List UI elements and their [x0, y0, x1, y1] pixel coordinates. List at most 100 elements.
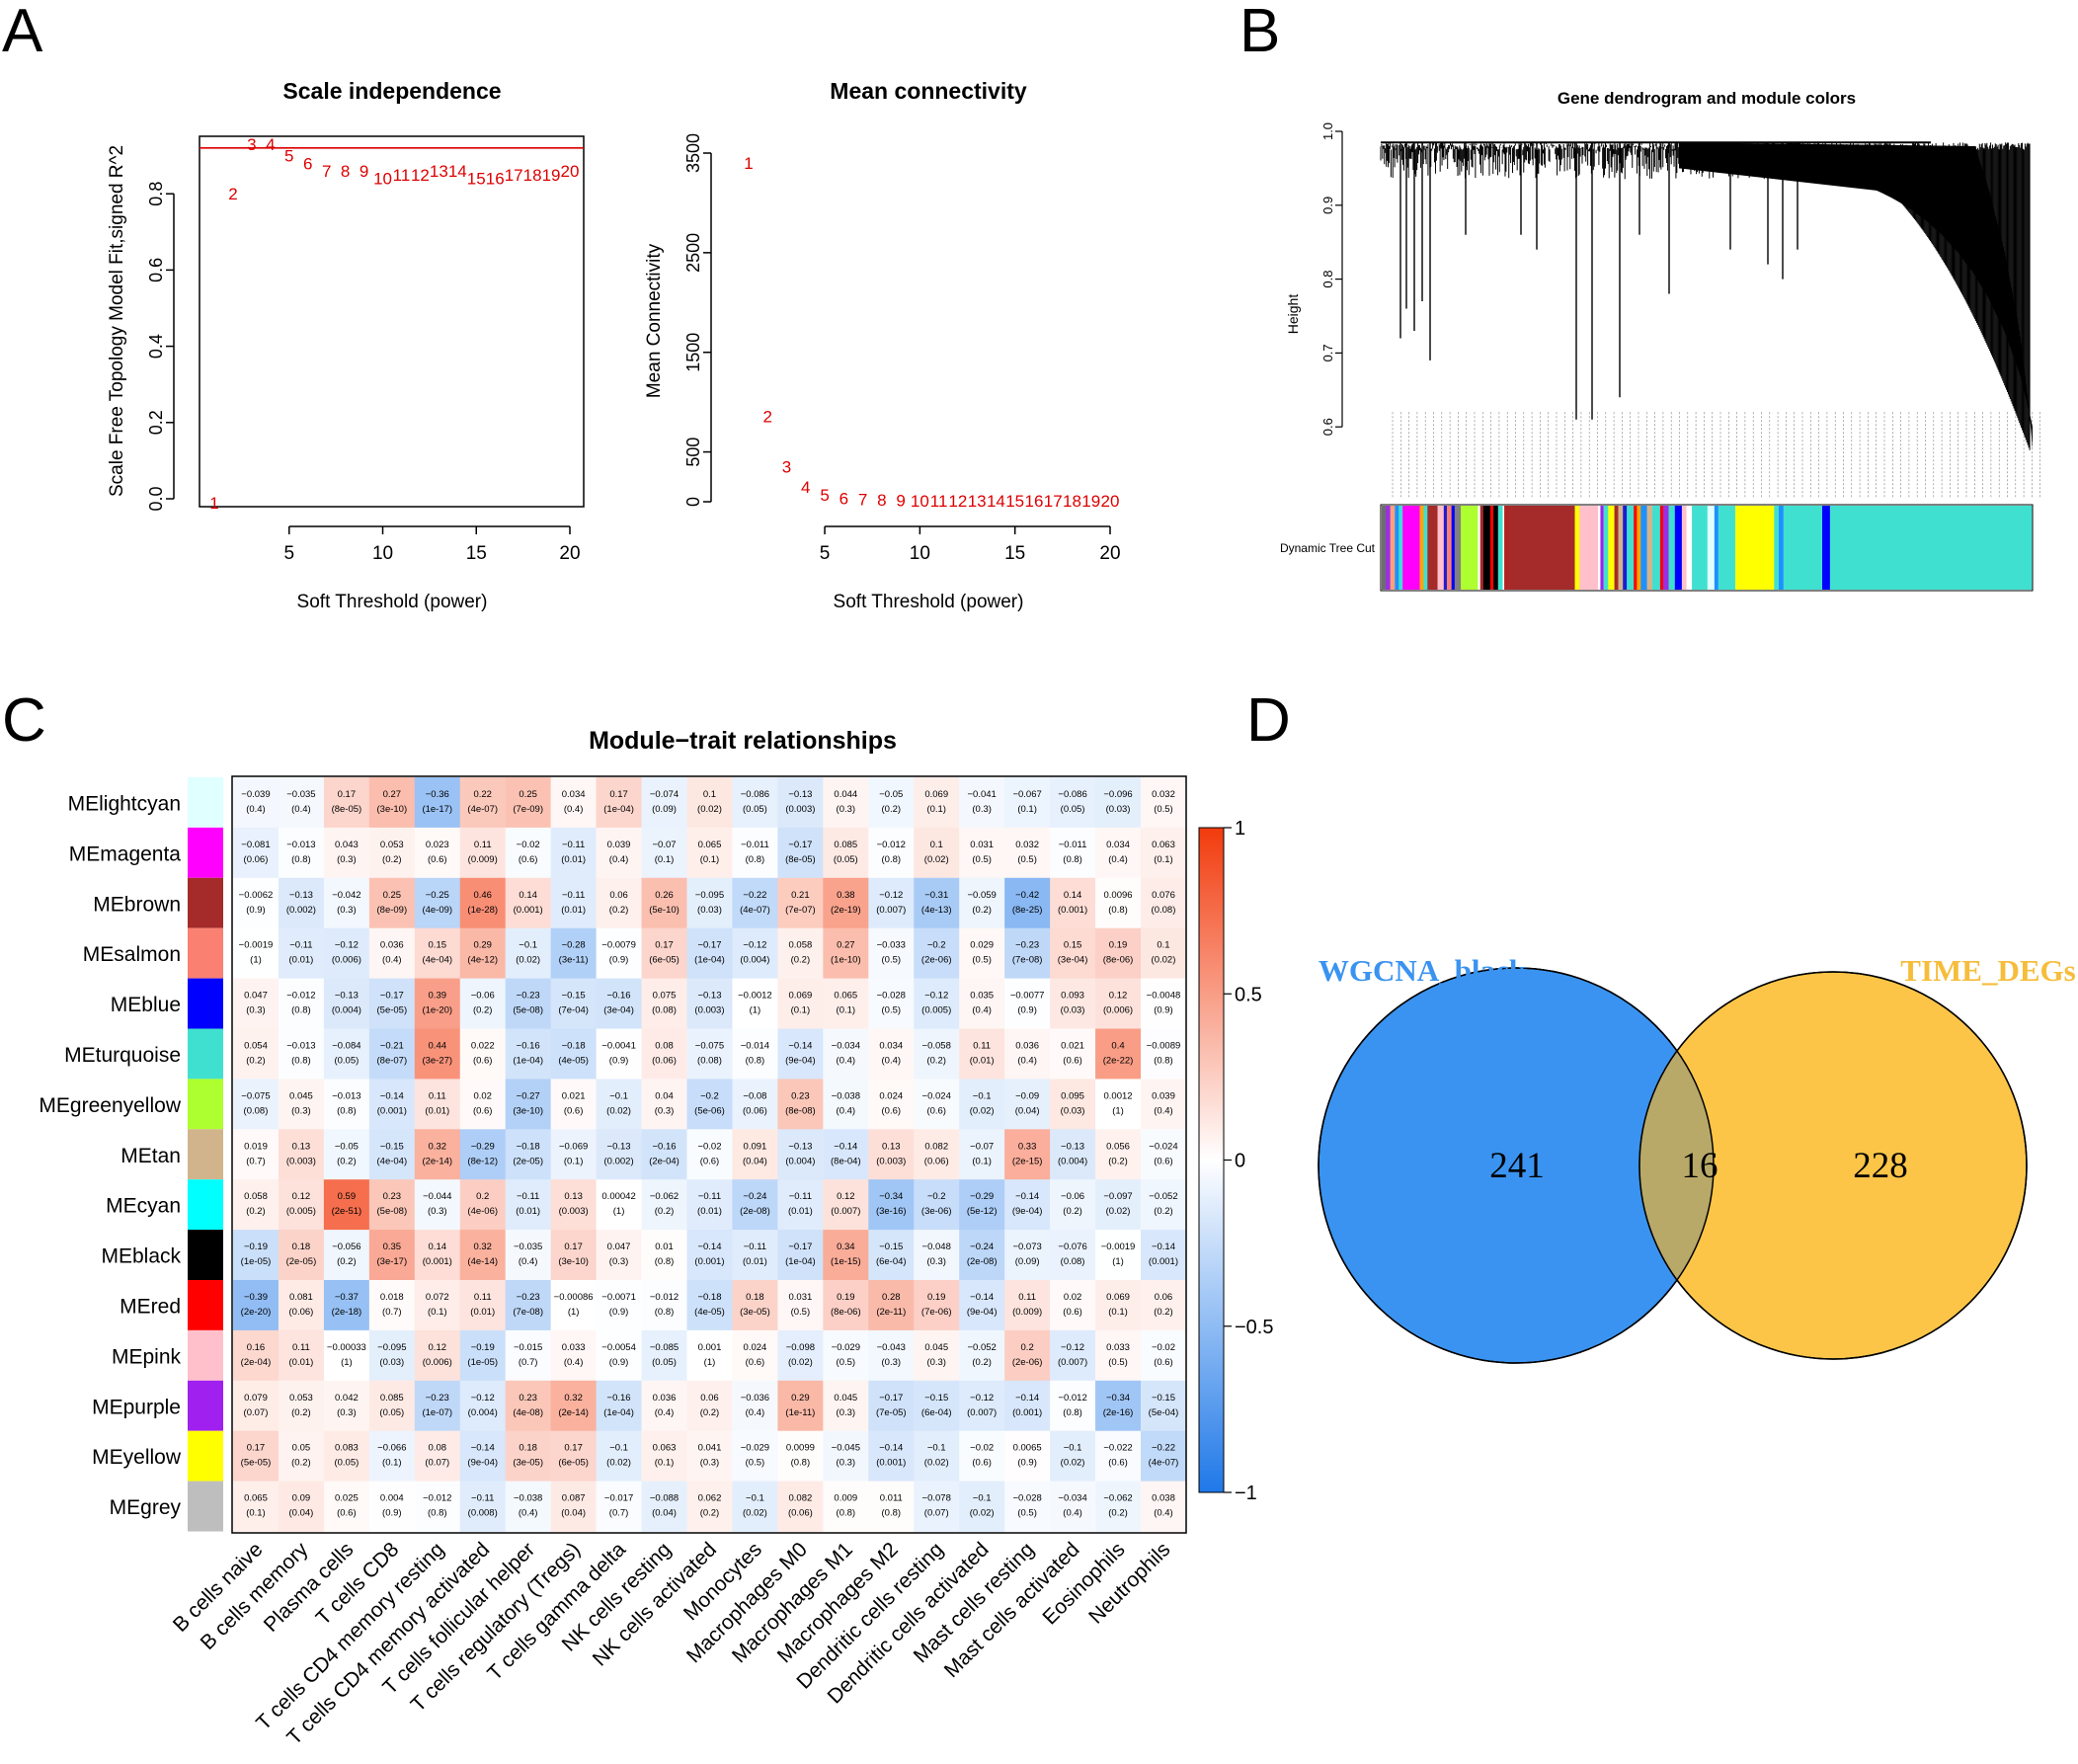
heatmap-cell: [505, 1329, 552, 1382]
heatmap-cell-pvalue: (0.01): [561, 854, 586, 865]
heatmap-cell: [550, 1380, 597, 1432]
heatmap-cell: [641, 1230, 687, 1281]
heatmap-cell-pvalue: (0.1): [972, 1156, 992, 1166]
heatmap-cell-pvalue: (8e-05): [785, 854, 816, 865]
heatmap-cell-pvalue: (0.01): [788, 1206, 813, 1217]
heatmap-cell-value: −0.0089: [1147, 1041, 1181, 1052]
heatmap-cell-value: −0.02: [697, 1141, 721, 1152]
panel-label-b: B: [1239, 0, 1280, 65]
heatmap-cell-value: 0.4: [1111, 1041, 1124, 1052]
heatmap-cell: [868, 827, 915, 879]
scale-independence-points: 123 45 6 7 8 9 10 11 12 13 14 15 16 17 18 19 20: [209, 135, 579, 513]
heatmap-cell: [641, 1380, 687, 1432]
heatmap-cell-value: 0.022: [471, 1041, 495, 1052]
heatmap-cell-value: −0.18: [517, 1141, 540, 1152]
heatmap-cell-value: −0.062: [650, 1191, 679, 1202]
heatmap-cell: [596, 1481, 642, 1532]
heatmap-cell: [777, 1028, 824, 1080]
heatmap-cell-pvalue: (0.2): [972, 1357, 992, 1368]
heatmap-cell: [1095, 1129, 1142, 1180]
heatmap-cell-pvalue: (0.06): [788, 1508, 813, 1519]
heatmap-cell-pvalue: (2e-04): [241, 1357, 272, 1368]
heatmap-cell-pvalue: (1): [750, 1005, 761, 1016]
module-row-label: MEbrown: [93, 893, 181, 916]
heatmap-cell: [868, 877, 915, 929]
heatmap-cell-pvalue: (0.006): [423, 1357, 452, 1368]
heatmap-cell-value: 0.065: [698, 840, 722, 850]
heatmap-cell-value: 0.034: [879, 1041, 903, 1052]
heatmap-cell-pvalue: (0.001): [1149, 1256, 1178, 1267]
heatmap-cell-value: −0.12: [970, 1393, 994, 1403]
heatmap-cell-value: 0.34: [837, 1242, 855, 1252]
heatmap-cell-value: −0.05: [335, 1141, 359, 1152]
module-color-segment: [1640, 506, 1647, 590]
data-point-label: 12: [411, 166, 430, 185]
heatmap-cell-pvalue: (0.01): [561, 905, 586, 916]
heatmap-cell: [550, 877, 597, 929]
heatmap-cell-pvalue: (3e-04): [603, 1005, 634, 1016]
heatmap-cell-value: 0.019: [244, 1141, 268, 1152]
data-point-label: 9: [360, 162, 368, 181]
heatmap-cell: [596, 1079, 642, 1130]
module-color-segment: [1504, 506, 1510, 590]
heatmap-cell: [914, 1380, 960, 1432]
heatmap-cell-pvalue: (0.003): [559, 1206, 589, 1217]
heatmap-cell-pvalue: (0.3): [926, 1357, 946, 1368]
heatmap-cell-value: 0.12: [292, 1191, 311, 1202]
heatmap-cell: [732, 827, 778, 879]
heatmap-cell: [414, 827, 461, 879]
heatmap-cell: [1004, 1230, 1051, 1281]
heatmap-cell-value: 0.062: [698, 1493, 722, 1504]
heatmap-cell-value: −0.39: [244, 1292, 268, 1303]
mean-connectivity-xlabel: Soft Threshold (power): [834, 592, 1024, 612]
heatmap-cell-pvalue: (0.02): [970, 1508, 995, 1519]
heatmap-cell-pvalue: (3e-10): [558, 1256, 589, 1267]
heatmap-cell-value: 0.11: [292, 1342, 310, 1353]
heatmap-cell: [505, 1129, 552, 1180]
heatmap-cell: [686, 877, 733, 929]
scale-tick-label: −0.5: [1235, 1317, 1273, 1338]
heatmap-cell-pvalue: (0.8): [837, 1508, 856, 1519]
heatmap-cell-pvalue: (4e-12): [467, 955, 498, 966]
heatmap-cell-value: 0.17: [564, 1242, 583, 1252]
heatmap-cell-value: 0.1: [703, 789, 716, 800]
module-color-swatch: [188, 777, 223, 828]
heatmap-cell-pvalue: (0.5): [791, 1307, 811, 1318]
heatmap-cell-pvalue: (0.004): [1058, 1156, 1087, 1166]
x-tick-label: 10: [372, 543, 393, 564]
heatmap-cell: [868, 1079, 915, 1130]
heatmap-cell-value: 0.28: [882, 1292, 901, 1303]
heatmap-cell: [233, 1129, 280, 1180]
heatmap-cell-pvalue: (1e-04): [694, 955, 725, 966]
heatmap-cell-pvalue: (0.02): [1152, 955, 1176, 966]
heatmap-cell: [1095, 927, 1142, 979]
heatmap-cell-value: 0.12: [837, 1191, 855, 1202]
heatmap-cell: [596, 1430, 642, 1482]
heatmap-cell-pvalue: (4e-07): [467, 804, 498, 815]
heatmap-cell: [1141, 777, 1187, 829]
module-color-swatch: [188, 978, 223, 1029]
heatmap-cell: [596, 1380, 642, 1432]
heatmap-cell: [777, 1129, 824, 1180]
heatmap-cell-value: 0.1: [1157, 940, 1169, 951]
module-color-segment: [1399, 506, 1403, 590]
heatmap-cell-pvalue: (1): [704, 1357, 716, 1368]
heatmap-cell-value: −0.22: [743, 890, 766, 901]
module-row-label: MEtan: [120, 1145, 181, 1167]
heatmap-cell-value: −0.02: [517, 840, 540, 850]
heatmap-cell-pvalue: (0.05): [743, 804, 767, 815]
heatmap-cell-pvalue: (0.3): [246, 1005, 266, 1016]
module-color-segment: [1652, 506, 1661, 590]
heatmap-cell: [641, 877, 687, 929]
heatmap-cell-pvalue: (6e-05): [558, 1458, 589, 1469]
heatmap-cell-value: −0.05: [879, 789, 903, 800]
heatmap-cell: [914, 927, 960, 979]
module-color-segment: [1402, 506, 1420, 590]
heatmap-cell-pvalue: (1): [1112, 1256, 1124, 1267]
heatmap-cell: [1141, 1329, 1187, 1382]
heatmap-cell-value: −0.0019: [239, 940, 274, 951]
heatmap-cell-pvalue: (0.8): [746, 854, 765, 865]
heatmap-cell-value: −0.074: [650, 789, 679, 800]
heatmap-cell-pvalue: (0.5): [972, 854, 992, 865]
